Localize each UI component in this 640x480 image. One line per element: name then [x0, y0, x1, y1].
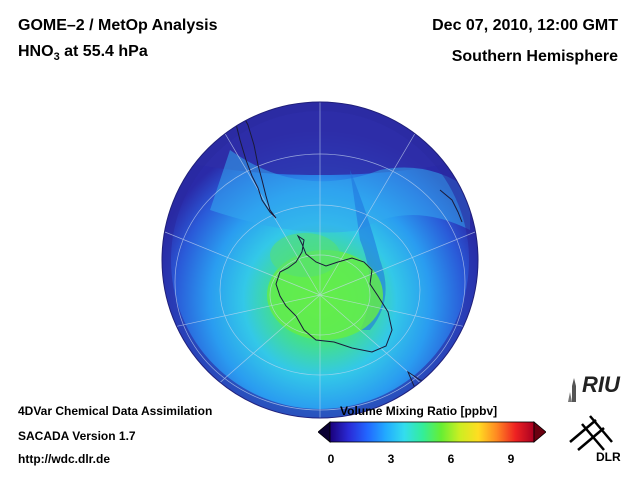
colorbar-tick-6: 6: [447, 452, 455, 466]
footer-line-1: 4DVar Chemical Data Assimilation: [18, 404, 213, 418]
dlr-logo-text: DLR: [596, 450, 621, 464]
colorbar-tick-9: 9: [507, 452, 515, 466]
species-name: HNO: [18, 43, 54, 60]
pressure-level: at 55.4 hPa: [59, 43, 148, 60]
region-label: Southern Hemisphere: [451, 48, 618, 65]
colorbar-under-arrow: [318, 421, 331, 443]
colorbar-tick-0: 0: [327, 452, 335, 466]
antarctica-coastline: [275, 234, 393, 353]
colorbar-scale: [329, 421, 535, 443]
map-title: GOME–2 / MetOp Analysis: [18, 17, 218, 34]
south-america-coastline: [235, 108, 277, 219]
globe-disk: [161, 101, 479, 419]
africa-coastline: [439, 189, 463, 223]
riu-logo-icon: [568, 378, 576, 402]
graticule: [162, 102, 478, 418]
dlr-logo-icon: [569, 415, 613, 451]
species-subscript: 3: [53, 51, 60, 64]
footer-line-2: SACADA Version 1.7: [18, 429, 136, 443]
colorbar-title: Volume Mixing Ratio [ppbv]: [340, 404, 498, 418]
datetime-label: Dec 07, 2010, 12:00 GMT: [432, 17, 618, 34]
colorbar: [318, 421, 546, 443]
colorbar-tick-3: 3: [387, 452, 395, 466]
riu-logo-text: RIU: [582, 372, 620, 397]
map-subtitle: HNO3 at 55.4 hPa: [18, 43, 148, 63]
colorbar-over-arrow: [533, 421, 546, 443]
footer-url: http://wdc.dlr.de: [18, 452, 110, 466]
